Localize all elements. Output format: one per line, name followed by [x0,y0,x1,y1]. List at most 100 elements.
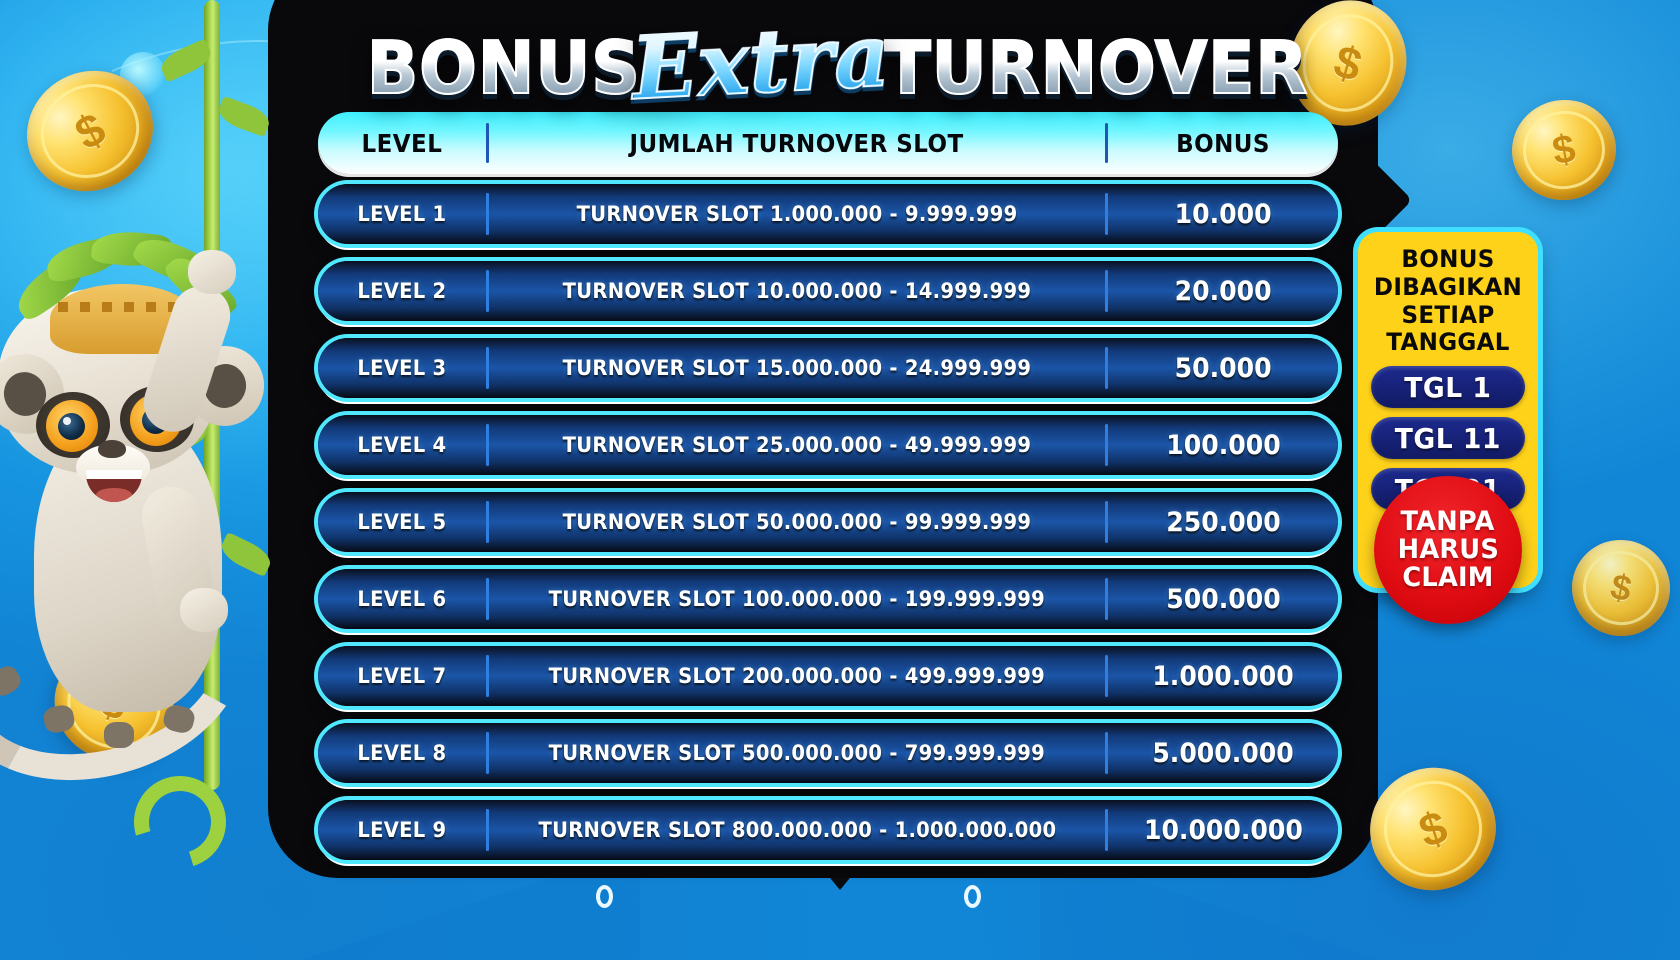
title-extra: Extra [628,4,893,120]
table-row[interactable]: LEVEL 9 TURNOVER SLOT 800.000.000 - 1.00… [318,800,1338,860]
row-amount-label: TURNOVER SLOT 50.000.000 - 99.999.999 [562,510,1032,534]
table-row[interactable]: LEVEL 3 TURNOVER SLOT 15.000.000 - 24.99… [318,338,1338,398]
column-divider [1105,123,1108,163]
cell-bonus: 1.000.000 [1108,646,1338,706]
row-level-label: LEVEL 1 [357,202,447,226]
schedule-heading: BONUS DIBAGIKAN SETIAP TANGGAL [1373,245,1523,357]
ring-icon [964,885,981,908]
table-row[interactable]: LEVEL 8 TURNOVER SLOT 500.000.000 - 799.… [318,723,1338,783]
row-bonus-label: 250.000 [1165,506,1281,538]
date-pill-11[interactable]: TGL 11 [1371,417,1525,460]
schedule-panel: BONUS DIBAGIKAN SETIAP TANGGAL TGL 1 TGL… [1358,232,1538,625]
cell-level: LEVEL 3 [318,338,486,398]
table-header-row: LEVEL JUMLAH TURNOVER SLOT BONUS [318,112,1338,174]
row-amount-label: TURNOVER SLOT 800.000.000 - 1.000.000.00… [538,818,1056,842]
cell-level: LEVEL 4 [318,415,486,475]
title-bonus: BONUS [366,25,641,111]
date-pill-label: TGL 1 [1404,370,1492,404]
header-label-amount: JUMLAH TURNOVER SLOT [629,128,965,158]
date-pill-label: TGL 11 [1394,421,1502,455]
claim-line-2: HARUS [1397,534,1499,566]
cell-bonus: 5.000.000 [1108,723,1338,783]
pupil [58,413,85,440]
row-bonus-label: 5.000.000 [1152,737,1294,769]
coin-symbol: $ [66,102,114,160]
header-label-level: LEVEL [361,128,443,158]
column-divider [1105,424,1108,466]
cell-amount: TURNOVER SLOT 25.000.000 - 49.999.999 [489,415,1105,475]
cell-amount: TURNOVER SLOT 15.000.000 - 24.999.999 [489,338,1105,398]
cell-amount: TURNOVER SLOT 800.000.000 - 1.000.000.00… [489,800,1105,860]
cell-amount: TURNOVER SLOT 1.000.000 - 9.999.999 [489,184,1105,244]
row-amount-label: TURNOVER SLOT 15.000.000 - 24.999.999 [562,356,1032,380]
cell-amount: TURNOVER SLOT 500.000.000 - 799.999.999 [489,723,1105,783]
header-cell-level: LEVEL [318,112,486,174]
cell-bonus: 100.000 [1108,415,1338,475]
table-row[interactable]: LEVEL 2 TURNOVER SLOT 10.000.000 - 14.99… [318,261,1338,321]
row-level-label: LEVEL 6 [357,587,447,611]
date-pill-1[interactable]: TGL 1 [1371,366,1525,409]
row-bonus-label: 20.000 [1174,275,1272,307]
cell-bonus: 500.000 [1108,569,1338,629]
cell-bonus: 20.000 [1108,261,1338,321]
cell-bonus: 250.000 [1108,492,1338,552]
row-amount-label: TURNOVER SLOT 500.000.000 - 799.999.999 [548,741,1046,765]
vine-curl-icon [117,759,243,885]
row-amount-label: TURNOVER SLOT 100.000.000 - 199.999.999 [548,587,1046,611]
header-cell-amount: JUMLAH TURNOVER SLOT [489,112,1105,174]
cell-level: LEVEL 2 [318,261,486,321]
row-amount-label: TURNOVER SLOT 10.000.000 - 14.999.999 [562,279,1032,303]
cell-amount: TURNOVER SLOT 10.000.000 - 14.999.999 [489,261,1105,321]
cell-bonus: 50.000 [1108,338,1338,398]
row-bonus-label: 100.000 [1165,429,1281,461]
cell-level: LEVEL 7 [318,646,486,706]
no-claim-badge: TANPA HARUS CLAIM [1374,476,1522,625]
cell-level: LEVEL 6 [318,569,486,629]
header-label-bonus: BONUS [1176,128,1270,158]
row-level-label: LEVEL 2 [357,279,447,303]
coin-symbol: $ [1549,125,1579,174]
coin-symbol: $ [1412,800,1454,858]
table-row[interactable]: LEVEL 6 TURNOVER SLOT 100.000.000 - 199.… [318,569,1338,629]
tail-stripe [104,722,134,748]
cell-level: LEVEL 5 [318,492,486,552]
table-row[interactable]: LEVEL 1 TURNOVER SLOT 1.000.000 - 9.999.… [318,184,1338,244]
row-bonus-label: 10.000.000 [1143,814,1303,846]
leaf-icon [217,531,275,578]
column-divider [1105,501,1108,543]
row-amount-label: TURNOVER SLOT 200.000.000 - 499.999.999 [548,664,1046,688]
claim-line-1: TANPA [1400,506,1496,538]
row-level-label: LEVEL 8 [357,741,447,765]
coin-symbol: $ [1328,34,1368,92]
coin-symbol: $ [1607,565,1636,610]
cell-bonus: 10.000 [1108,184,1338,244]
row-bonus-label: 500.000 [1165,583,1281,615]
lemur-nose [98,440,126,458]
claim-line-3: CLAIM [1402,562,1494,594]
cell-level: LEVEL 1 [318,184,486,244]
row-amount-label: TURNOVER SLOT 25.000.000 - 49.999.999 [562,433,1032,457]
ring-icon [596,885,613,908]
table-row[interactable]: LEVEL 7 TURNOVER SLOT 200.000.000 - 499.… [318,646,1338,706]
cell-amount: TURNOVER SLOT 200.000.000 - 499.999.999 [489,646,1105,706]
lemur-paw-upper [188,250,236,294]
table-row[interactable]: LEVEL 5 TURNOVER SLOT 50.000.000 - 99.99… [318,492,1338,552]
page-title: BONUS Extra TURNOVER [366,4,1309,120]
table-row[interactable]: LEVEL 4 TURNOVER SLOT 25.000.000 - 49.99… [318,415,1338,475]
cell-amount: TURNOVER SLOT 50.000.000 - 99.999.999 [489,492,1105,552]
row-bonus-label: 50.000 [1174,352,1272,384]
title-turnover: TURNOVER [884,25,1309,111]
row-level-label: LEVEL 7 [357,664,447,688]
row-level-label: LEVEL 5 [357,510,447,534]
lemur-mascot [0,0,322,885]
row-level-label: LEVEL 4 [357,433,447,457]
column-divider [1105,270,1108,312]
cell-level: LEVEL 8 [318,723,486,783]
cell-amount: TURNOVER SLOT 100.000.000 - 199.999.999 [489,569,1105,629]
cell-level: LEVEL 9 [318,800,486,860]
row-bonus-label: 10.000 [1174,198,1272,230]
row-level-label: LEVEL 3 [357,356,447,380]
lemur-paw-lower [180,588,228,632]
row-amount-label: TURNOVER SLOT 1.000.000 - 9.999.999 [576,202,1018,226]
